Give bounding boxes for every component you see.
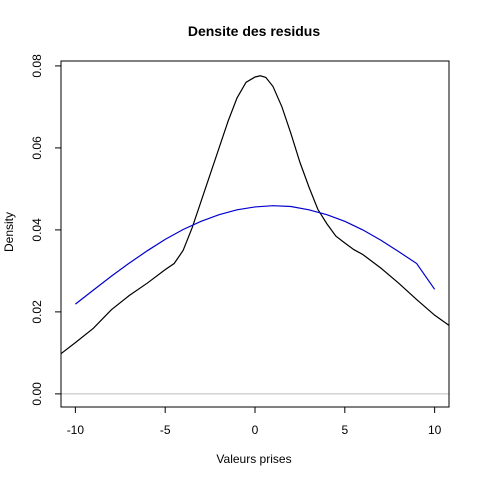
y-tick-label: 0.02: [30, 300, 44, 324]
y-tick-label: 0.04: [30, 218, 44, 242]
chart-title: Densite des residus: [188, 23, 320, 39]
x-axis-label: Valeurs prises: [216, 452, 291, 466]
x-tick-label: -10: [67, 423, 85, 437]
y-tick-label: 0.06: [30, 136, 44, 160]
density-series-black: [60, 75, 450, 355]
x-tick-label: -5: [160, 423, 171, 437]
y-tick-label: 0.08: [30, 54, 44, 78]
y-tick-label: 0.00: [30, 382, 44, 406]
plot-area: [60, 75, 450, 395]
density-series-blue: [75, 205, 436, 305]
y-axis: 0.00 0.02 0.04 0.06 0.08: [30, 54, 61, 406]
x-tick-label: 0: [252, 423, 259, 437]
x-tick-label: 5: [341, 423, 348, 437]
y-axis-label: Density: [2, 212, 16, 252]
x-axis: -10 -5 0 5 10: [67, 407, 442, 437]
plot-frame: [60, 60, 450, 408]
x-tick-label: 10: [428, 423, 442, 437]
